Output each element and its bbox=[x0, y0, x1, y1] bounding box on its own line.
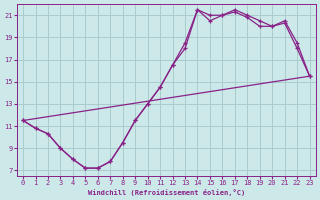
X-axis label: Windchill (Refroidissement éolien,°C): Windchill (Refroidissement éolien,°C) bbox=[88, 189, 245, 196]
